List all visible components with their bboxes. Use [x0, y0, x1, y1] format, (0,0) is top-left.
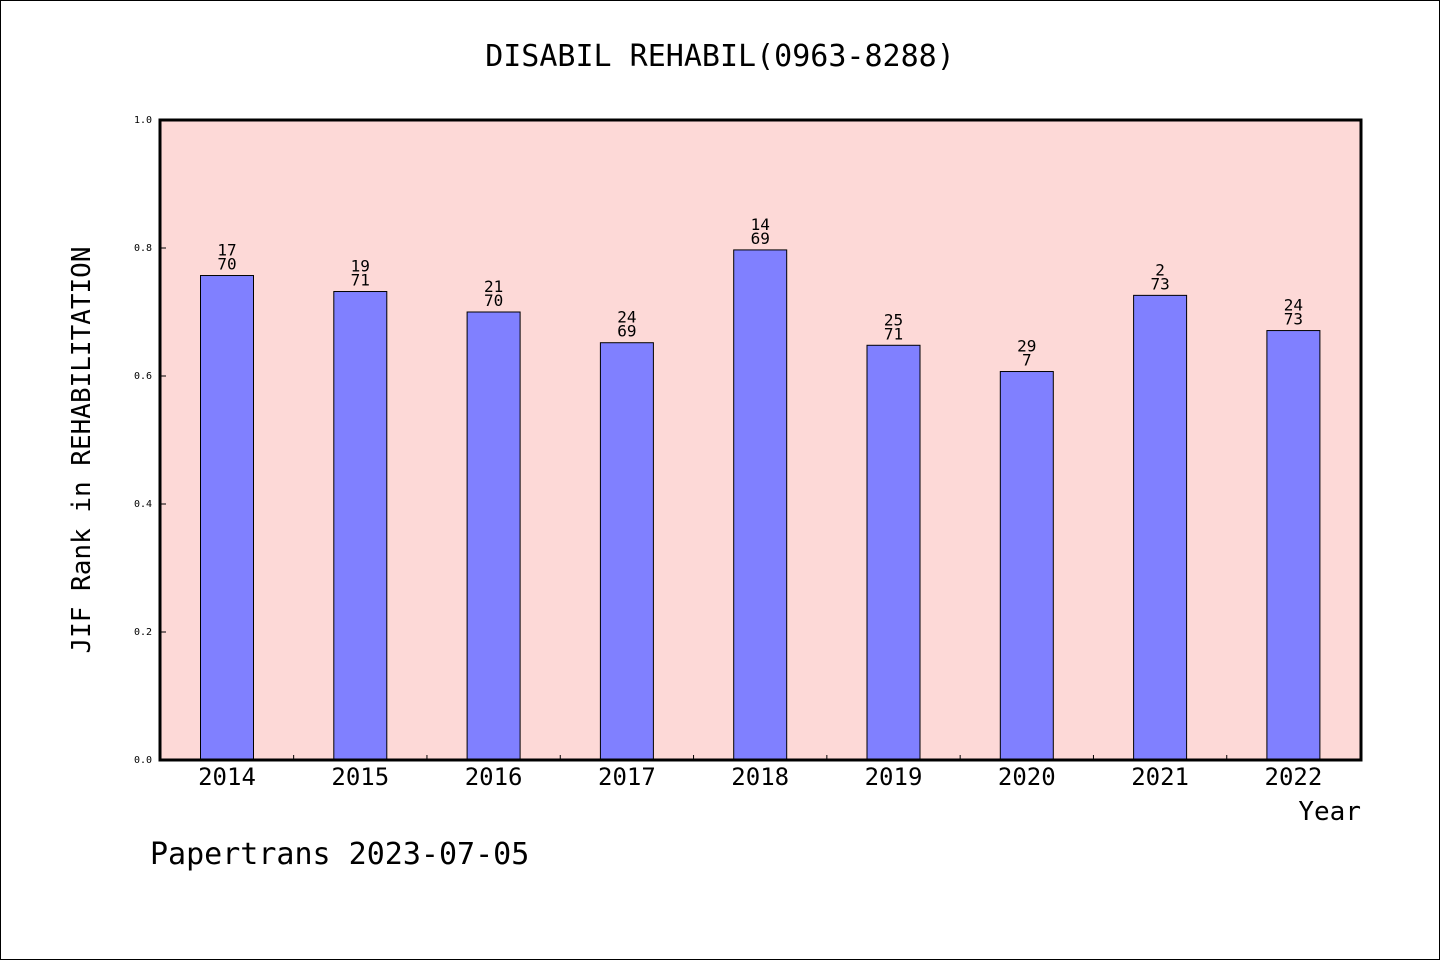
bar-label-total-2021: 73	[1150, 274, 1169, 293]
bar-label-total-2015: 71	[351, 271, 370, 290]
bar-label-rank-2018: 14	[751, 215, 770, 234]
bar-2020	[999, 371, 1054, 761]
x-tick-label-2014: 2014	[198, 763, 256, 791]
y-tick-label-0.2: 0.2	[134, 627, 152, 638]
bar-label-total-2016: 70	[484, 291, 503, 310]
bar-2014	[200, 275, 254, 761]
x-axis-label: Year	[1298, 797, 1361, 827]
bar-2015	[333, 291, 388, 761]
bar-label-rank-2016: 21	[484, 277, 503, 296]
x-tick-label-2015: 2015	[331, 763, 389, 791]
x-tick-label-2017: 2017	[598, 763, 656, 791]
plot-border	[158, 118, 1363, 762]
x-tick-label-2022: 2022	[1265, 763, 1323, 791]
bar-2021	[1133, 294, 1188, 761]
x-tick-label-2018: 2018	[731, 763, 789, 791]
y-axis-label: JIF Rank in REHABILITATION	[67, 247, 97, 654]
bar-label-rank-2014: 17	[217, 241, 236, 260]
bar-2022	[1266, 330, 1321, 761]
bar-label-rank-2019: 25	[884, 310, 903, 329]
x-tick-label-2019: 2019	[865, 763, 923, 791]
bar-label-rank-2017: 24	[617, 308, 636, 327]
bar-label-total-2020: 7	[1022, 351, 1032, 370]
bar-2018	[733, 249, 788, 761]
footer-text: Papertrans 2023-07-05	[150, 837, 529, 872]
x-tick-label-2021: 2021	[1131, 763, 1189, 791]
x-tick-label-2016: 2016	[465, 763, 523, 791]
x-tick-label-2020: 2020	[998, 763, 1056, 791]
bar-label-rank-2022: 24	[1284, 296, 1303, 315]
bar-label-rank-2020: 29	[1017, 337, 1036, 356]
bar-label-rank-2021: 2	[1155, 260, 1165, 279]
bar-label-total-2018: 69	[751, 229, 770, 248]
y-tick-label-0.8: 0.8	[134, 243, 152, 254]
bar-2019	[866, 344, 921, 761]
x-ticks-group: 2014 2015 2016 2017 2018 2019 2020 2021 2022	[198, 755, 1322, 791]
y-tick-label-0.0: 0.0	[134, 755, 152, 766]
y-tick-label-1.0: 1.0	[134, 115, 152, 126]
bar-2016	[466, 311, 521, 761]
y-tick-label-0.6: 0.6	[134, 371, 152, 382]
bar-label-total-2017: 69	[617, 322, 636, 341]
bar-label-total-2014: 70	[217, 255, 236, 274]
bar-label-total-2019: 71	[884, 324, 903, 343]
y-tick-label-0.4: 0.4	[134, 499, 152, 510]
bar-label-rank-2015: 19	[351, 257, 370, 276]
bar-2017	[599, 342, 654, 761]
chart-title: DISABIL REHABIL(0963-8288)	[485, 39, 955, 74]
bar-label-total-2022: 73	[1284, 310, 1303, 329]
